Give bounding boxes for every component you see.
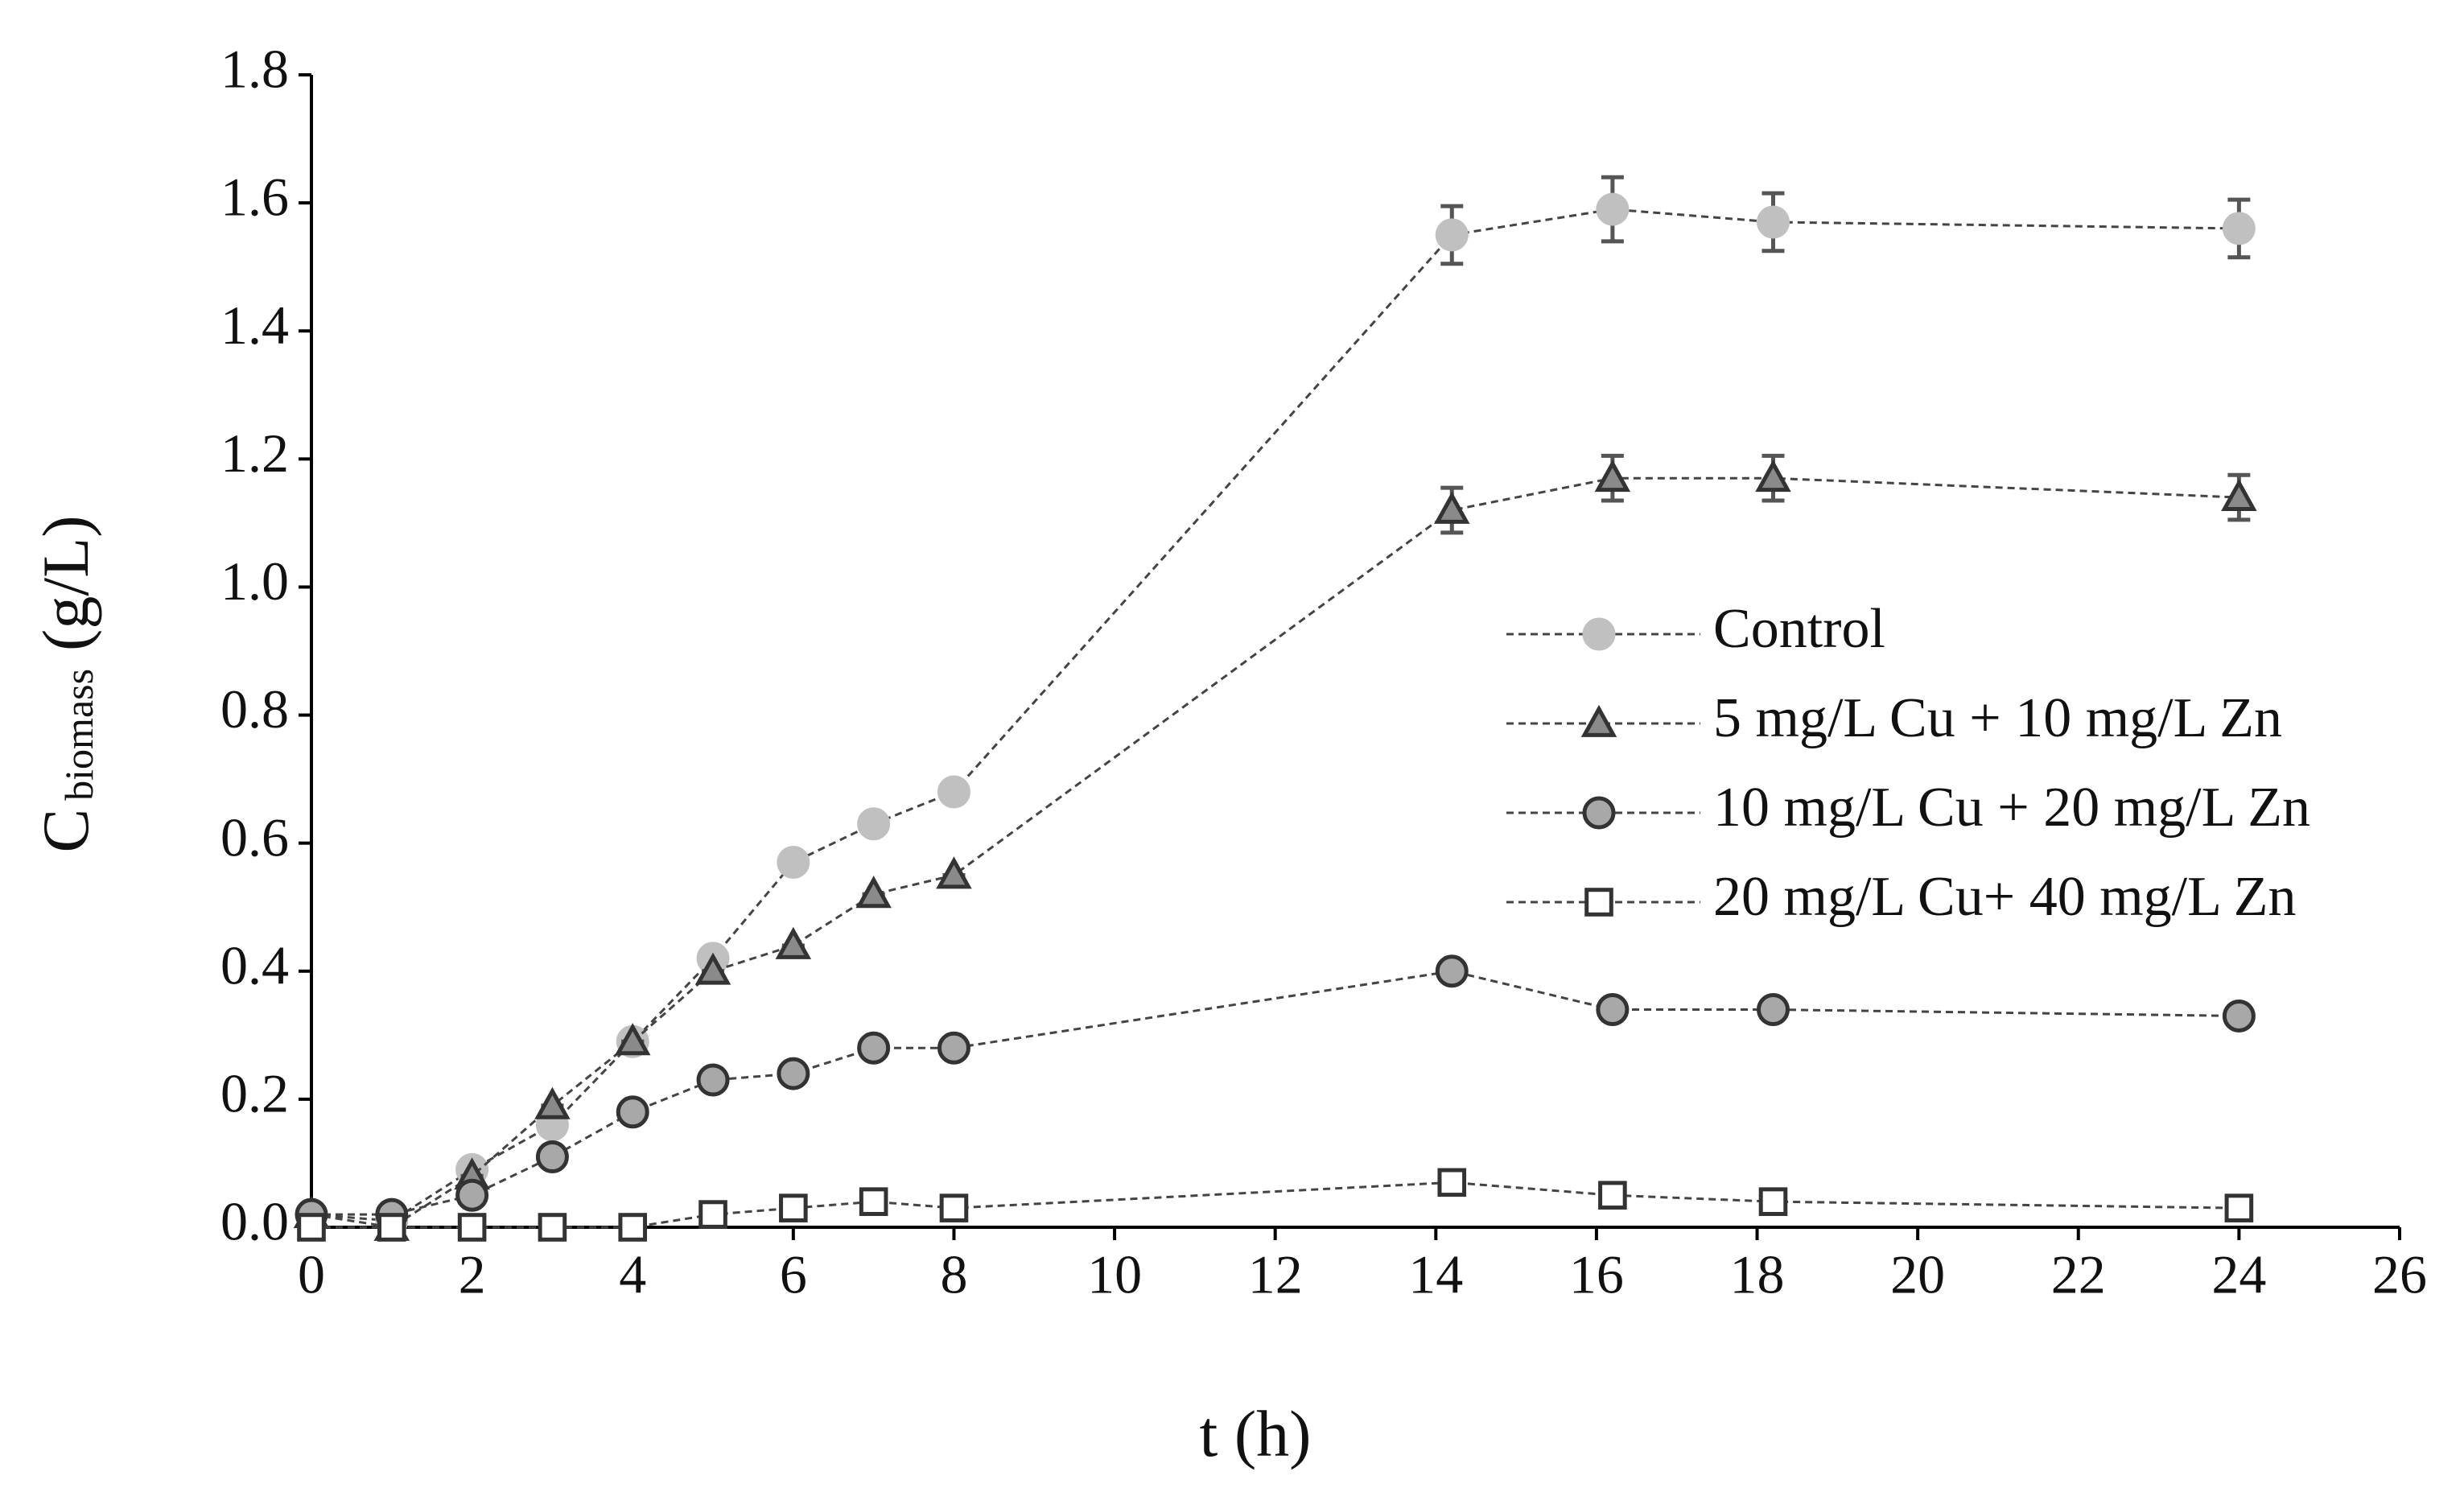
x-tick-label: 22 xyxy=(2051,1244,2106,1305)
y-label-unit: (g/L) xyxy=(29,515,102,650)
legend-label: 10 mg/L Cu + 20 mg/L Zn xyxy=(1713,777,2310,839)
data-point xyxy=(936,856,972,889)
series-line xyxy=(311,476,2239,1229)
data-point xyxy=(696,1063,730,1097)
data-point xyxy=(1596,192,1630,226)
y-tick-label: 1.4 xyxy=(220,295,289,356)
data-point xyxy=(377,1213,406,1242)
data-point xyxy=(777,1057,810,1090)
legend-marker xyxy=(1584,888,1613,917)
data-point xyxy=(694,952,731,985)
y-tick-label: 1.8 xyxy=(220,39,289,100)
data-point xyxy=(1435,218,1469,252)
data-point xyxy=(1598,1181,1627,1210)
data-point xyxy=(2222,212,2256,245)
y-label-main: C xyxy=(29,809,102,853)
data-point xyxy=(775,926,812,959)
legend-label: 20 mg/L Cu+ 40 mg/L Zn xyxy=(1713,866,2297,928)
x-tick-label: 12 xyxy=(1248,1244,1303,1305)
data-point xyxy=(538,1213,567,1242)
y-tick-label: 0.4 xyxy=(220,934,289,995)
data-point xyxy=(855,876,892,909)
data-point xyxy=(1434,491,1470,524)
y-tick-label: 0.0 xyxy=(220,1191,289,1252)
data-point xyxy=(2224,1193,2254,1222)
x-tick-label: 18 xyxy=(1730,1244,1785,1305)
y-axis-label-text: Cbiomass (g/L) xyxy=(29,515,102,852)
data-point xyxy=(618,1213,648,1242)
data-point xyxy=(1758,1187,1788,1216)
data-point xyxy=(857,1031,891,1065)
x-tick-label: 6 xyxy=(780,1244,807,1305)
y-tick-label: 1.6 xyxy=(220,167,289,228)
data-point xyxy=(1594,460,1631,493)
x-axis-label: t (h) xyxy=(1200,1397,1312,1470)
y-tick-label: 0.2 xyxy=(220,1062,289,1123)
data-point xyxy=(616,1095,649,1129)
y-tick-label: 0.6 xyxy=(220,806,289,868)
legend-label: Control xyxy=(1713,598,1885,660)
data-point xyxy=(698,1200,727,1229)
data-point xyxy=(1757,205,1790,239)
data-point xyxy=(937,775,970,809)
y-axis-label: Cbiomass (g/L) xyxy=(29,515,102,852)
data-point xyxy=(457,1213,487,1242)
data-point xyxy=(297,1213,326,1242)
x-tick-label: 26 xyxy=(2372,1244,2427,1305)
series-line xyxy=(311,970,2239,1216)
y-tick-label: 0.8 xyxy=(220,678,289,740)
data-point xyxy=(455,1178,489,1212)
data-point xyxy=(534,1086,571,1119)
legend-label: 5 mg/L Cu + 10 mg/L Zn xyxy=(1713,687,2282,749)
data-point xyxy=(777,846,810,880)
x-tick-label: 0 xyxy=(298,1244,325,1305)
data-point xyxy=(2222,999,2256,1033)
data-point xyxy=(1435,954,1469,988)
series-line xyxy=(311,1181,2239,1229)
data-point xyxy=(1596,993,1630,1027)
data-point xyxy=(2221,478,2257,511)
data-point xyxy=(614,1023,651,1056)
x-tick-label: 10 xyxy=(1087,1244,1142,1305)
data-point xyxy=(1757,993,1790,1027)
x-tick-label: 2 xyxy=(459,1244,486,1305)
data-point xyxy=(939,1193,969,1222)
x-tick-label: 14 xyxy=(1408,1244,1463,1305)
data-point xyxy=(1437,1168,1467,1197)
y-label-sub: biomass xyxy=(56,669,101,801)
data-point xyxy=(857,807,891,841)
x-tick-label: 4 xyxy=(619,1244,646,1305)
data-point xyxy=(1755,460,1791,493)
legend-marker xyxy=(1580,704,1617,737)
data-point xyxy=(859,1187,888,1216)
y-tick-label: 1.0 xyxy=(220,550,289,612)
legend-marker xyxy=(1582,617,1616,651)
x-tick-label: 8 xyxy=(940,1244,967,1305)
x-tick-label: 16 xyxy=(1569,1244,1624,1305)
data-point xyxy=(937,1031,970,1065)
legend-marker xyxy=(1582,796,1616,830)
x-tick-label: 24 xyxy=(2211,1244,2266,1305)
x-tick-label: 20 xyxy=(1890,1244,1945,1305)
data-point xyxy=(779,1193,808,1222)
y-tick-label: 1.2 xyxy=(220,422,289,484)
data-point xyxy=(535,1140,569,1173)
